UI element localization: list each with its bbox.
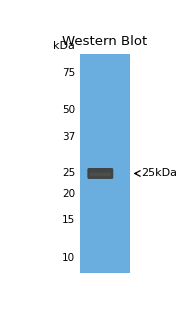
Text: 50: 50 — [62, 105, 75, 115]
Text: kDa: kDa — [53, 41, 75, 51]
FancyBboxPatch shape — [87, 168, 113, 179]
Text: 37: 37 — [62, 133, 75, 142]
Text: 25kDa: 25kDa — [141, 168, 177, 179]
FancyBboxPatch shape — [90, 172, 111, 176]
Text: 10: 10 — [62, 253, 75, 263]
Text: 20: 20 — [62, 189, 75, 199]
Text: 25: 25 — [62, 168, 75, 179]
Text: 15: 15 — [62, 215, 75, 226]
Text: Western Blot: Western Blot — [62, 35, 147, 48]
FancyBboxPatch shape — [80, 54, 130, 273]
Text: 75: 75 — [62, 67, 75, 78]
